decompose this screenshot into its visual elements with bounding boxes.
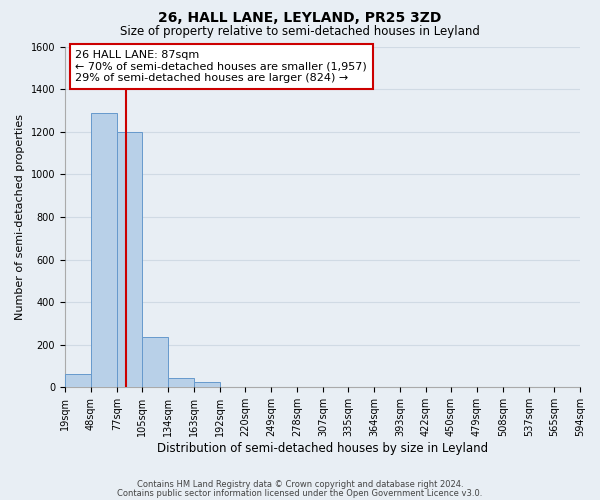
Bar bbox=[91, 112, 117, 388]
Text: Contains public sector information licensed under the Open Government Licence v3: Contains public sector information licen… bbox=[118, 488, 482, 498]
Text: Size of property relative to semi-detached houses in Leyland: Size of property relative to semi-detach… bbox=[120, 25, 480, 38]
Bar bbox=[117, 132, 142, 388]
Y-axis label: Number of semi-detached properties: Number of semi-detached properties bbox=[15, 114, 25, 320]
Bar bbox=[142, 338, 168, 388]
X-axis label: Distribution of semi-detached houses by size in Leyland: Distribution of semi-detached houses by … bbox=[157, 442, 488, 455]
Text: 26 HALL LANE: 87sqm
← 70% of semi-detached houses are smaller (1,957)
29% of sem: 26 HALL LANE: 87sqm ← 70% of semi-detach… bbox=[75, 50, 367, 83]
Bar bbox=[65, 374, 91, 388]
Bar bbox=[168, 378, 194, 388]
Text: Contains HM Land Registry data © Crown copyright and database right 2024.: Contains HM Land Registry data © Crown c… bbox=[137, 480, 463, 489]
Text: 26, HALL LANE, LEYLAND, PR25 3ZD: 26, HALL LANE, LEYLAND, PR25 3ZD bbox=[158, 12, 442, 26]
Bar bbox=[194, 382, 220, 388]
